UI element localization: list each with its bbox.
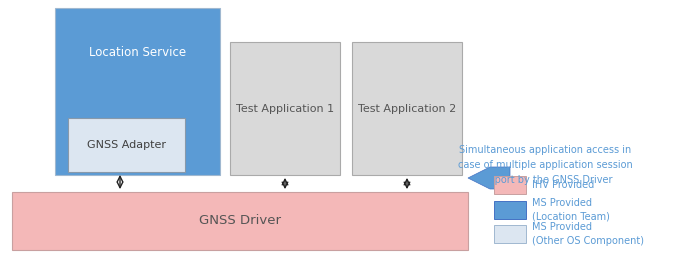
Text: Test Application 1: Test Application 1 — [236, 104, 334, 114]
Bar — [55, 8, 220, 175]
Text: GNSS Driver: GNSS Driver — [199, 215, 281, 228]
Bar — [494, 176, 526, 194]
Bar — [230, 42, 340, 175]
Text: Test Application 2: Test Application 2 — [358, 104, 456, 114]
Bar — [494, 225, 526, 243]
Text: MS Provided
(Location Team): MS Provided (Location Team) — [532, 198, 610, 222]
Text: Location Service: Location Service — [89, 46, 186, 60]
Text: IHV Provided: IHV Provided — [532, 180, 594, 190]
Bar — [494, 201, 526, 219]
FancyArrow shape — [468, 167, 510, 189]
Text: Simultaneous application access in
case of multiple application session
support : Simultaneous application access in case … — [458, 145, 632, 185]
Text: MS Provided
(Other OS Component): MS Provided (Other OS Component) — [532, 222, 644, 246]
Bar — [68, 118, 185, 172]
Bar — [352, 42, 462, 175]
Bar — [12, 192, 468, 250]
Text: GNSS Adapter: GNSS Adapter — [87, 140, 166, 150]
